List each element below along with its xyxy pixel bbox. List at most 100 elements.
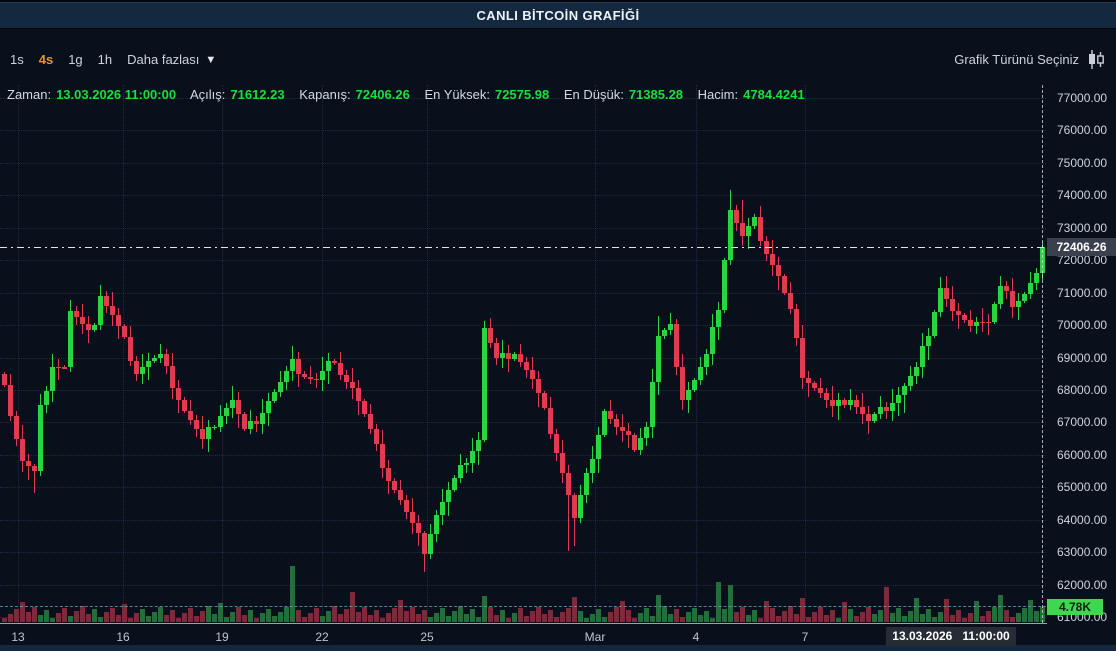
candle-body [674,323,679,368]
candle-wick [310,366,311,384]
volume-bar [176,617,181,622]
candle-body [134,360,139,374]
y-axis-label: 74000.00 [1057,188,1108,203]
volume-bar [614,607,619,622]
candle-wick [820,377,821,399]
volume-bar [692,607,697,622]
volume-bar [92,609,97,622]
y-axis-label: 62000.00 [1057,577,1108,592]
volume-bar [770,608,775,622]
candle-body [494,342,499,358]
candle-body [476,440,481,452]
candle-body [626,431,631,435]
chart-type-selector[interactable]: Grafik Türünü Seçiniz [954,50,1106,69]
candle-body [860,406,865,414]
timeframe-1h[interactable]: 1h [97,52,113,67]
candle-body [8,384,13,416]
y-axis-label: 66000.00 [1057,447,1108,462]
candle-wick [466,457,467,473]
more-timeframes-button[interactable]: Daha fazlası ▼ [127,52,216,67]
volume-bar [464,613,469,622]
volume-bar [470,608,475,622]
candle-body [368,414,373,429]
chevron-down-icon: ▼ [205,53,217,66]
ohlc-info-bar: Zaman: 13.03.2026 11:00:00 Açılış: 71612.2… [7,87,816,102]
volume-bar [782,611,787,622]
candle-body [608,410,613,420]
close-label: Kapanış: [299,87,351,102]
x-axis-label: 13 [11,630,25,644]
volume-bar [104,612,109,622]
volume-bar [392,608,397,622]
h-gridline [0,487,1046,489]
volume-bar [134,613,139,622]
volume-bar [524,616,529,622]
candle-body [758,216,763,241]
volume-bar [1010,617,1015,622]
volume-bar [308,612,313,622]
candle-body [212,427,217,429]
timeframe-4s[interactable]: 4s [38,52,54,67]
timeframe-1s[interactable]: 1s [10,52,24,67]
volume-bar [680,617,685,622]
x-axis-label: 7 [801,630,809,644]
candle-body [386,467,391,481]
candle-body [98,295,103,325]
volume-bar [584,618,589,622]
candle-body [746,226,751,236]
volume-bar [776,615,781,622]
volume-bar [410,606,415,622]
volume-bar [140,608,145,622]
volume-bar [542,614,547,622]
volume-bar [278,611,283,622]
v-gridline [222,85,223,623]
candle-body [182,399,187,411]
candle-body [140,367,145,374]
volume-bar [728,585,733,622]
candle-body [20,438,25,462]
candle-body [278,381,283,392]
candle-body [2,374,7,385]
candle-body [332,360,337,363]
bottom-bar [0,645,1116,651]
volume-bar [908,610,913,622]
candle-body [734,209,739,223]
candle-body [776,264,781,277]
candle-body [872,413,877,421]
y-axis-label: 67000.00 [1057,415,1108,430]
x-axis-label: 19 [215,630,229,644]
volume-bar [56,612,61,622]
volume-bar [608,611,613,622]
volume-bar [188,608,193,622]
timeframe-1g[interactable]: 1g [68,52,83,67]
volume-bar [98,617,103,622]
high-value: 72575.98 [494,87,550,102]
candle-body [446,490,451,503]
volume-bar [980,616,985,622]
volume-bar [128,618,133,622]
candle-wick [58,359,59,381]
volume-bar [416,614,421,622]
volume-bar [806,616,811,622]
time-label: Zaman: [7,87,52,102]
y-axis-label: 69000.00 [1057,350,1108,365]
volume-bar [374,610,379,622]
candle-body [392,480,397,491]
volume-bar [944,598,949,622]
candle-body [326,360,331,371]
v-gridline [18,85,19,623]
candle-body [458,464,463,478]
volume-bar [704,610,709,622]
candle-body [500,352,505,358]
volume-bar [818,607,823,622]
volume-bar [2,618,7,622]
candle-body [152,357,157,361]
volume-bar [662,606,667,622]
y-axis-label: 71000.00 [1057,285,1108,300]
volume-bar [1016,612,1021,622]
h-gridline [0,98,1046,99]
volume-bar [590,613,595,622]
